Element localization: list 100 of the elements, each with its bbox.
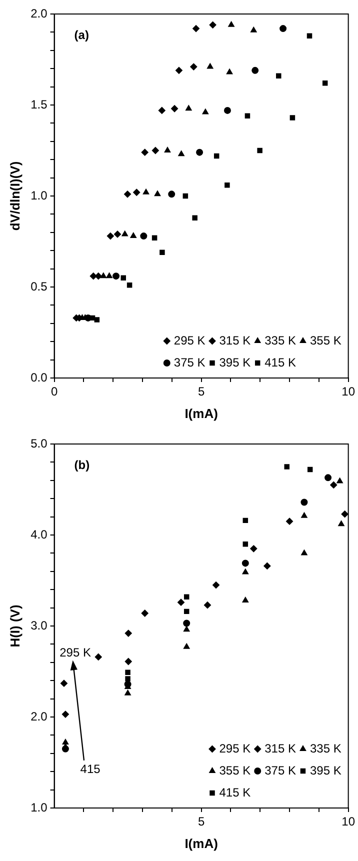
- point: [62, 738, 69, 744]
- y-tick-label: 0.0: [30, 370, 48, 384]
- point: [154, 190, 161, 196]
- point: [60, 680, 68, 687]
- point: [284, 464, 290, 470]
- point: [125, 670, 130, 676]
- point: [307, 466, 313, 472]
- point: [158, 106, 166, 114]
- point: [171, 105, 178, 112]
- legend-label: 315 K: [219, 333, 251, 348]
- point: [152, 235, 158, 240]
- legend-label: 375 K: [174, 355, 206, 370]
- point: [276, 73, 282, 78]
- point: [62, 744, 69, 750]
- y-tick-label: 1.0: [30, 188, 48, 202]
- point: [341, 510, 348, 518]
- x-axis-title: I(mA): [184, 406, 218, 421]
- y-tick-label: 0.5: [30, 279, 48, 294]
- x-axis-title: I(mA): [184, 836, 218, 851]
- y-axis-title: dV/dln(I)(V): [7, 161, 22, 231]
- point: [184, 643, 190, 649]
- point: [178, 150, 184, 156]
- point: [280, 25, 287, 32]
- point: [94, 653, 102, 660]
- point: [106, 272, 112, 278]
- point: [192, 215, 198, 220]
- y-tick-label: 1.0: [30, 800, 48, 814]
- point: [264, 562, 271, 570]
- point: [286, 518, 294, 525]
- y-tick-label: 4.0: [30, 527, 48, 542]
- point: [242, 568, 249, 574]
- x-tick-label: 10: [342, 384, 356, 399]
- legend-label: 335 K: [310, 741, 342, 756]
- point: [124, 630, 132, 637]
- legend-label: 315 K: [264, 741, 296, 756]
- point: [125, 676, 130, 682]
- point: [244, 113, 250, 119]
- point: [250, 26, 257, 32]
- point: [168, 190, 176, 198]
- point: [175, 66, 182, 74]
- point: [186, 105, 192, 111]
- legend-label: 355 K: [219, 763, 251, 778]
- point: [214, 153, 220, 159]
- point: [212, 582, 220, 589]
- point: [242, 560, 249, 567]
- y-tick-label: 2.0: [30, 709, 48, 724]
- legend-label: 295 K: [219, 741, 251, 756]
- point: [182, 193, 188, 199]
- legend-label: 415 K: [219, 785, 251, 800]
- point: [124, 658, 132, 665]
- point: [209, 21, 216, 28]
- point: [224, 182, 230, 188]
- point: [90, 272, 97, 280]
- annotation: (b): [74, 458, 90, 472]
- point: [141, 148, 148, 156]
- point: [338, 520, 344, 526]
- point: [178, 598, 185, 606]
- point: [122, 230, 128, 236]
- point: [207, 63, 214, 69]
- point: [141, 610, 148, 617]
- point: [336, 478, 343, 484]
- point: [250, 545, 258, 552]
- x-tick-label: 5: [198, 814, 205, 829]
- legend-label: 375 K: [264, 763, 296, 778]
- legend-label: 335 K: [264, 333, 296, 348]
- point: [202, 108, 209, 114]
- point: [204, 602, 211, 609]
- point: [301, 550, 308, 556]
- point: [62, 710, 69, 718]
- point: [120, 275, 126, 281]
- point: [184, 626, 190, 632]
- legend-label: 295 K: [174, 333, 206, 348]
- point: [124, 190, 131, 198]
- point: [100, 272, 106, 278]
- point: [322, 80, 328, 86]
- point: [257, 148, 262, 154]
- annotation: 415: [80, 762, 101, 776]
- point: [142, 188, 150, 194]
- point: [301, 512, 308, 518]
- y-tick-label: 1.5: [30, 97, 48, 112]
- point: [94, 317, 100, 322]
- point: [164, 147, 171, 152]
- point: [242, 597, 249, 603]
- point: [330, 481, 338, 488]
- point: [226, 68, 233, 74]
- point: [224, 106, 231, 114]
- point: [126, 282, 132, 288]
- point: [196, 148, 204, 156]
- annotation: 295 K: [60, 646, 91, 660]
- point: [160, 250, 165, 256]
- point: [106, 232, 114, 240]
- point: [152, 147, 159, 154]
- point: [124, 690, 131, 696]
- point: [306, 33, 312, 38]
- point: [112, 272, 120, 280]
- point: [300, 498, 308, 506]
- legend-label: 395 K: [310, 763, 342, 778]
- point: [252, 66, 259, 74]
- y-tick-label: 5.0: [30, 436, 48, 450]
- point: [324, 474, 332, 482]
